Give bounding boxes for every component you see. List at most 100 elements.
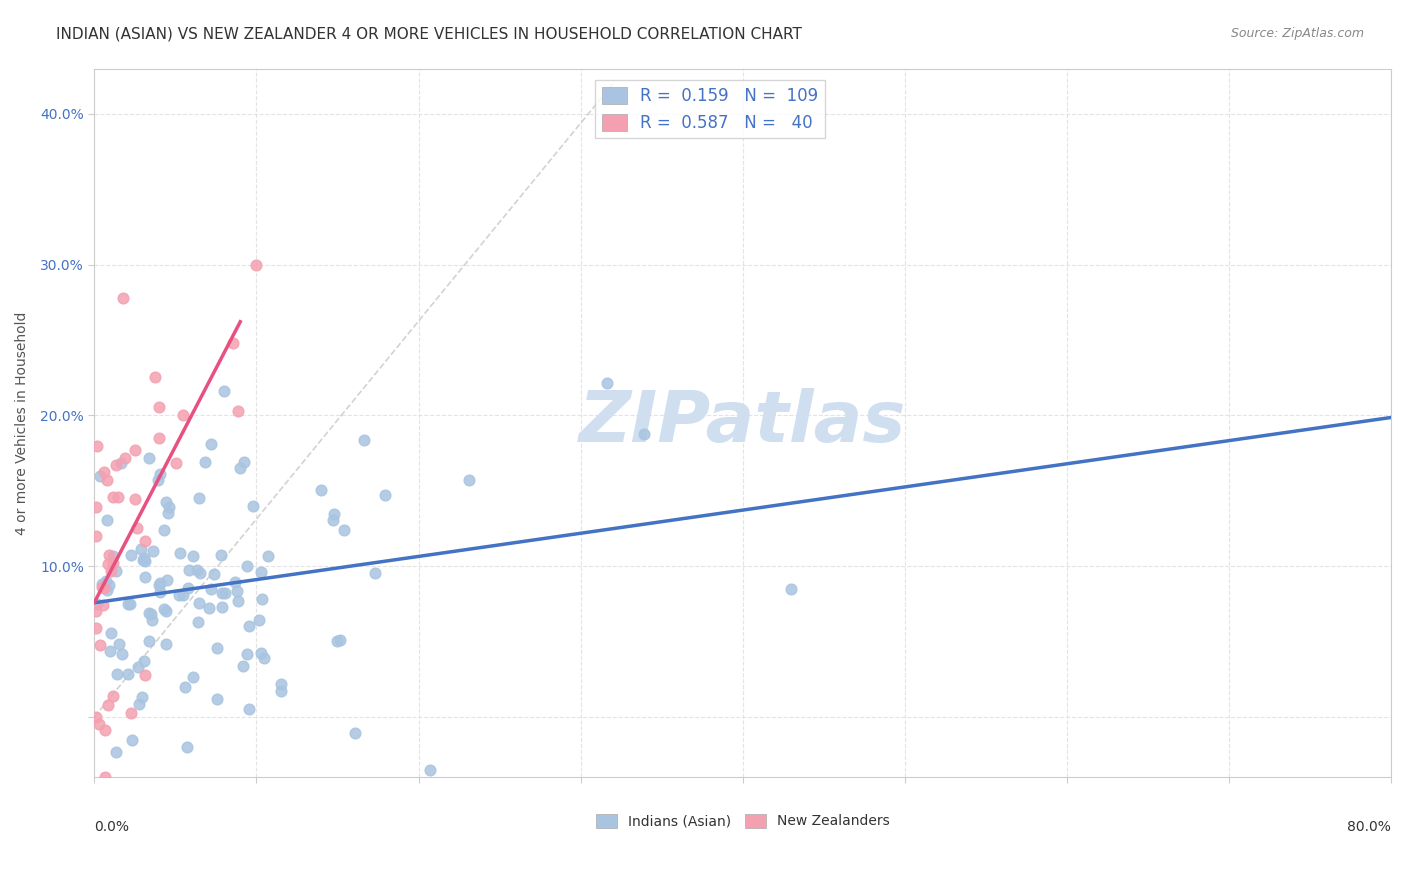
- Point: [97, 549, 120, 563]
- Point: [134, 668, 156, 682]
- Point: [238, 618, 260, 632]
- Point: [141, 607, 163, 621]
- Point: [108, 637, 131, 651]
- Point: [149, 576, 172, 591]
- Point: [344, 726, 367, 740]
- Point: [157, 500, 180, 515]
- Point: [155, 603, 177, 617]
- Point: [132, 551, 155, 566]
- Point: [323, 507, 346, 521]
- Point: [142, 543, 165, 558]
- Point: [374, 488, 396, 502]
- Point: [148, 400, 170, 414]
- Point: [245, 259, 267, 273]
- Point: [114, 450, 136, 465]
- Point: [96, 583, 118, 598]
- Point: [111, 291, 134, 305]
- Point: [214, 585, 236, 599]
- Point: [84, 709, 107, 723]
- Point: [149, 584, 172, 599]
- Point: [141, 613, 163, 627]
- Point: [194, 455, 217, 469]
- Point: [148, 432, 170, 446]
- Point: [117, 597, 139, 611]
- Point: [134, 554, 156, 568]
- Point: [226, 404, 249, 418]
- Point: [181, 670, 204, 684]
- Point: [250, 592, 273, 607]
- Point: [117, 666, 139, 681]
- Point: [120, 597, 142, 611]
- Point: [177, 581, 200, 595]
- Point: [188, 491, 211, 505]
- Point: [138, 634, 160, 648]
- Point: [172, 588, 194, 602]
- Point: [120, 549, 142, 563]
- Point: [364, 566, 387, 580]
- Point: [124, 442, 146, 457]
- Point: [148, 473, 170, 487]
- Legend: R =  0.159   N =  109, R =  0.587   N =   40: R = 0.159 N = 109, R = 0.587 N = 40: [596, 80, 825, 138]
- Point: [200, 582, 222, 596]
- Point: [229, 461, 252, 475]
- Point: [84, 621, 107, 635]
- Point: [120, 706, 142, 720]
- Point: [419, 763, 441, 777]
- Point: [156, 573, 179, 587]
- Point: [186, 563, 208, 577]
- Point: [211, 586, 233, 600]
- Point: [104, 745, 127, 759]
- Point: [153, 601, 176, 615]
- Point: [100, 564, 122, 578]
- Point: [326, 633, 349, 648]
- Point: [224, 574, 246, 589]
- Point: [236, 647, 259, 661]
- Point: [90, 580, 112, 594]
- Point: [457, 473, 479, 487]
- Point: [149, 467, 172, 482]
- Point: [97, 557, 120, 571]
- Point: [207, 641, 229, 656]
- Point: [87, 717, 110, 731]
- Point: [157, 506, 180, 520]
- Point: [91, 598, 114, 612]
- Point: [93, 581, 115, 595]
- Point: [93, 465, 115, 479]
- Point: [238, 702, 260, 716]
- Point: [104, 458, 127, 472]
- Point: [96, 513, 118, 527]
- Point: [242, 500, 264, 514]
- Point: [101, 490, 124, 504]
- Text: ZIPatlas: ZIPatlas: [579, 388, 907, 458]
- Y-axis label: 4 or more Vehicles in Household: 4 or more Vehicles in Household: [15, 311, 30, 534]
- Point: [100, 625, 122, 640]
- Point: [179, 563, 201, 577]
- Point: [94, 770, 117, 784]
- Point: [124, 491, 146, 506]
- Point: [236, 559, 259, 574]
- Point: [134, 533, 156, 548]
- Point: [225, 583, 247, 598]
- Point: [165, 455, 187, 469]
- Point: [197, 600, 219, 615]
- Point: [101, 549, 124, 564]
- Point: [200, 436, 222, 450]
- Point: [209, 548, 232, 562]
- Point: [94, 574, 117, 588]
- Point: [249, 646, 271, 660]
- Point: [138, 450, 160, 465]
- Point: [128, 697, 150, 711]
- Point: [131, 541, 153, 556]
- Point: [121, 732, 143, 747]
- Text: 0.0%: 0.0%: [94, 820, 129, 834]
- Point: [86, 597, 108, 611]
- Point: [353, 433, 375, 447]
- Point: [84, 604, 107, 618]
- Point: [202, 567, 225, 582]
- Point: [94, 723, 117, 738]
- Point: [89, 638, 111, 652]
- Point: [104, 565, 127, 579]
- Point: [233, 455, 256, 469]
- Point: [187, 596, 209, 610]
- Point: [169, 588, 191, 602]
